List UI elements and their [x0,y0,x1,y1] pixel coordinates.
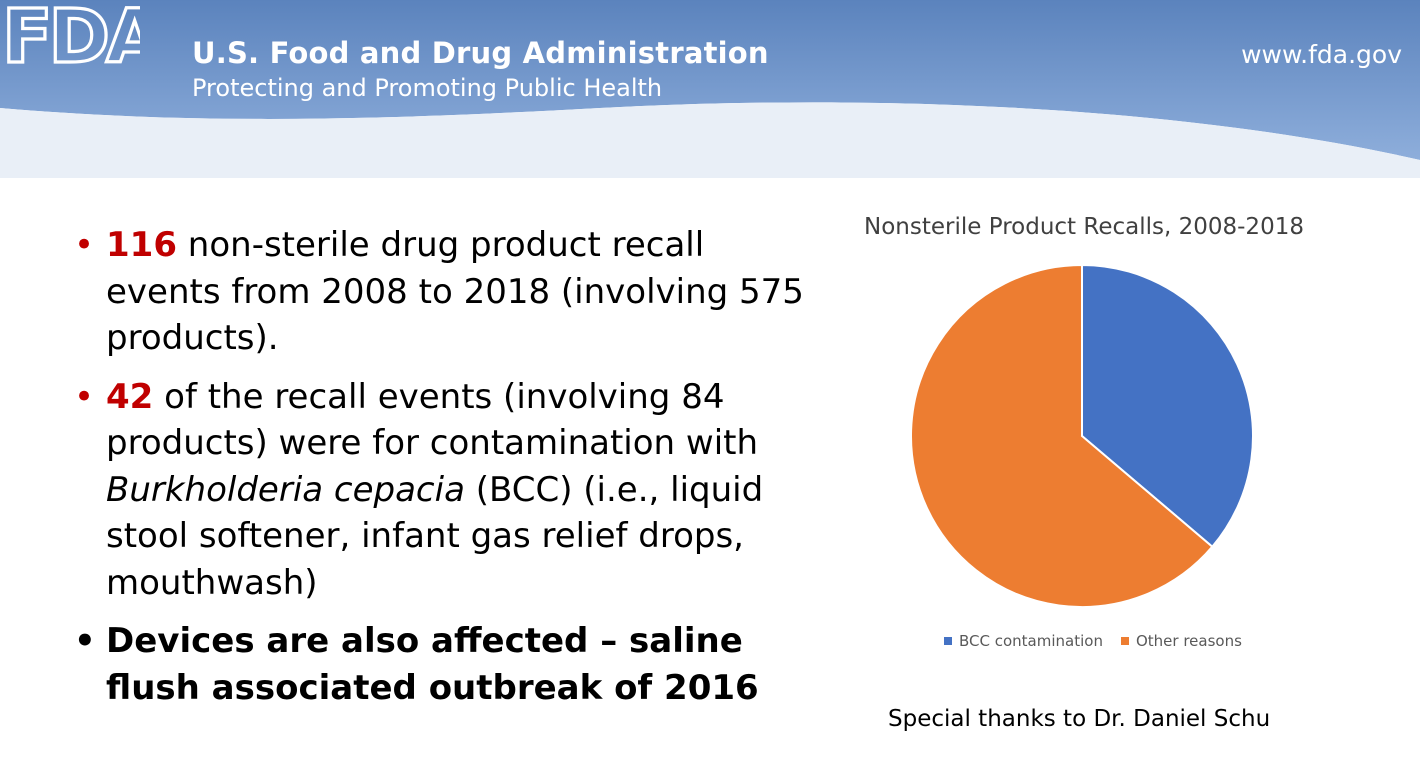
chart-legend: BCC contamination Other reasons [944,632,1242,650]
bullet-marker: • [74,225,95,265]
bullet-text: of the recall events (involving 84 produ… [106,376,759,464]
chart-title: Nonsterile Product Recalls, 2008-2018 [864,214,1304,240]
bullet-item: • Devices are also affected – saline flu… [74,618,814,711]
agency-name: U.S. Food and Drug Administration [192,36,769,70]
logo-lettering: FDA [2,0,140,68]
pie-slice-other-reasons [910,263,1214,608]
legend-swatch [1120,637,1129,645]
banner-background [0,0,1420,190]
bullet-text: non-sterile drug product recall events f… [106,225,804,358]
pie-chart [910,263,1254,608]
bullet-list: • 116 non-sterile drug product recall ev… [74,222,814,723]
bullet-item: • 42 of the recall events (involving 84 … [74,374,814,607]
credit-text: Special thanks to Dr. Daniel Schu [888,706,1271,732]
agency-tagline: Protecting and Promoting Public Health [192,74,663,102]
legend-item: Other reasons [1120,632,1242,650]
bullet-text: Devices are also affected – saline flush… [106,621,759,708]
bullet-marker: • [74,376,95,417]
legend-swatch [944,637,952,645]
legend-label: Other reasons [1135,632,1242,650]
legend-label: BCC contamination [959,632,1103,650]
fda-logo: FDA [0,0,140,68]
website-url[interactable]: www.fda.gov [1241,40,1402,69]
organism-name: Burkholderia cepacia [106,469,465,510]
bullet-marker: • [74,621,96,661]
legend-item: BCC contamination [944,632,1103,650]
pie-slice-bcc-contamination [1081,263,1254,549]
bullet-item: • 116 non-sterile drug product recall ev… [74,222,814,362]
header-banner: FDA U.S. Food and Drug Administration Pr… [0,0,1420,190]
bcc-count-highlight: 42 [106,376,154,417]
bullet-text: (BCC) (i.e., liquid stool softener, infa… [106,469,764,603]
recall-count-highlight: 116 [106,225,177,265]
